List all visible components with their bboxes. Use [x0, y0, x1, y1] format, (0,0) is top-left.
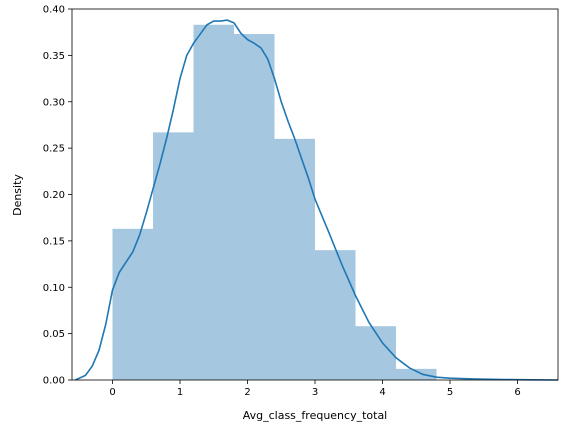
kde-curve — [75, 19, 559, 381]
x-axis-ticks: 0 1 2 3 4 5 6 — [109, 380, 521, 398]
histogram-bar — [396, 368, 437, 380]
histogram-bar — [153, 132, 194, 380]
y-tick-label: 0.35 — [43, 51, 65, 62]
y-axis-ticks: 0.00 0.05 0.10 0.15 0.20 0.25 0.30 0.35 0.40 — [43, 5, 72, 387]
y-tick-label: 0.05 — [43, 329, 65, 340]
y-tick-label: 0.10 — [43, 283, 65, 294]
x-axis-label: Avg_class_frequency_total — [243, 409, 388, 422]
y-tick-label: 0.25 — [43, 144, 65, 155]
x-tick-label: 2 — [244, 387, 250, 398]
histogram-bar — [112, 228, 153, 380]
histogram-bar — [193, 24, 234, 381]
x-tick-label: 0 — [109, 387, 115, 398]
histogram-bar — [315, 250, 356, 380]
x-tick-label: 5 — [447, 387, 453, 398]
histogram-bar — [355, 326, 396, 380]
x-tick-label: 6 — [514, 387, 520, 398]
x-tick-label: 3 — [312, 387, 318, 398]
histogram-bars — [112, 24, 437, 381]
y-tick-label: 0.15 — [43, 236, 65, 247]
y-tick-label: 0.00 — [43, 376, 65, 387]
y-axis-label: Density — [11, 174, 24, 216]
x-tick-label: 4 — [379, 387, 385, 398]
y-tick-label: 0.40 — [43, 5, 65, 16]
histogram-bar — [274, 138, 315, 380]
x-tick-label: 1 — [177, 387, 183, 398]
histogram-bar — [234, 34, 275, 380]
y-tick-label: 0.20 — [43, 190, 65, 201]
y-tick-label: 0.30 — [43, 97, 65, 108]
